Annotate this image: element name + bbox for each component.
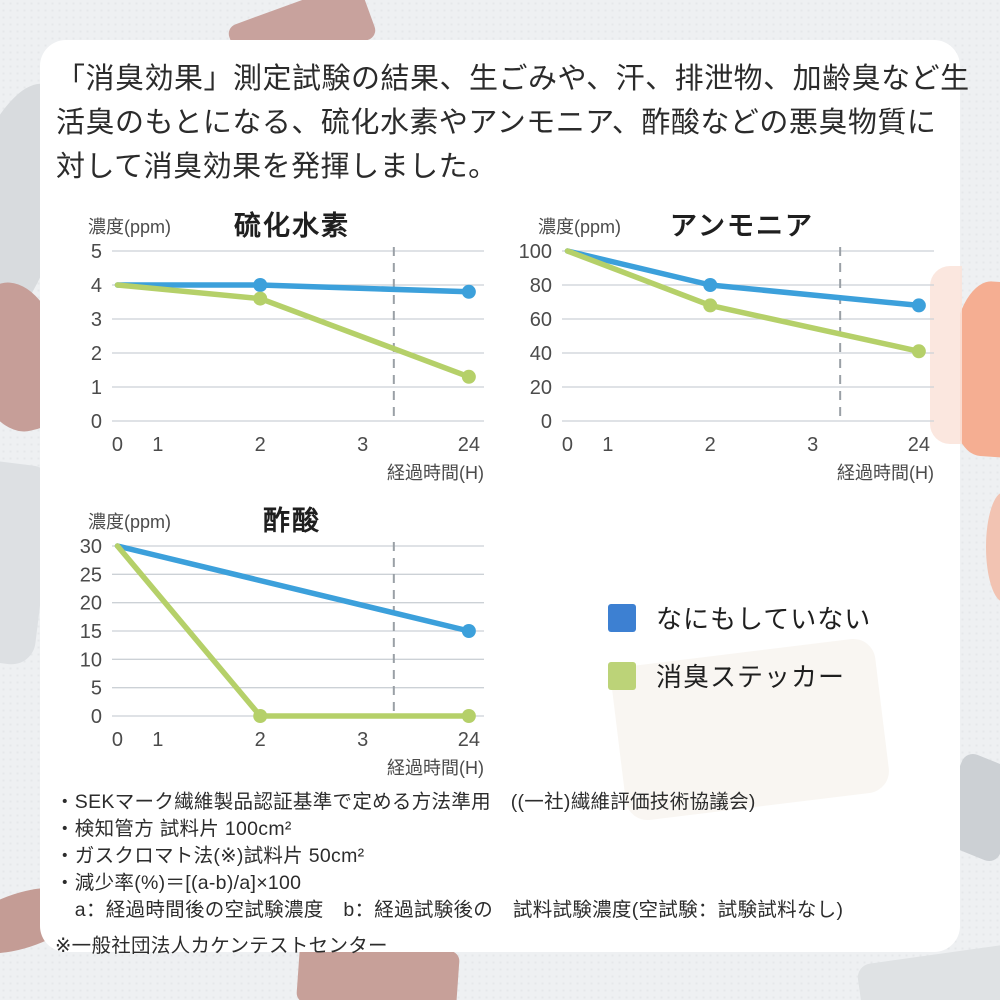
svg-text:20: 20 [530,377,552,399]
svg-text:24: 24 [458,434,480,456]
svg-text:1: 1 [91,377,102,399]
svg-text:30: 30 [80,536,102,558]
legend-item-deodorant-sticker: 消臭ステッカー [608,657,871,694]
footnote-source: ※一般社団法人カケンテストセンター [55,935,388,957]
svg-text:24: 24 [458,729,480,751]
headline-line-1: 「消臭効果」測定試験の結果、生ごみや、汗、排泄物、加齢臭など生 [56,63,970,95]
footnote-line-5: a：経過時間後の空試験濃度 b：経過試験後の 試料試験濃度(空試験：試験試料なし… [55,899,844,921]
legend-swatch-blue [608,603,636,632]
decor-pink-curve-right [986,492,1000,602]
legend: なにもしていない 消臭ステッカー [608,599,871,694]
svg-text:0: 0 [541,411,552,433]
svg-text:2: 2 [255,729,266,751]
svg-text:10: 10 [80,649,102,671]
svg-text:0: 0 [562,434,573,456]
svg-text:2: 2 [255,434,266,456]
svg-text:3: 3 [91,309,102,331]
svg-text:3: 3 [807,434,818,456]
svg-text:0: 0 [91,411,102,433]
svg-text:100: 100 [519,241,552,263]
svg-text:2: 2 [705,434,716,456]
chart-ammonia: 100 80 60 40 20 0 0 1 2 3 24 アンモニア 濃度(ppm) 経過時間(H) [510,195,940,485]
svg-text:25: 25 [80,564,102,586]
svg-text:1: 1 [602,434,613,456]
svg-text:5: 5 [91,241,102,263]
ammonia-chart-svg: 100 80 60 40 20 00 1 2 3 24 アンモニア 濃度(ppm) 経過時間(H) [519,211,934,483]
footnote-line-3: ・ガスクロマト法(※)試料片 50cm² [55,845,365,867]
svg-text:4: 4 [91,275,102,297]
svg-text:60: 60 [530,309,552,331]
svg-text:濃度(ppm): 濃度(ppm) [88,217,171,237]
svg-text:0: 0 [91,706,102,728]
svg-text:経過時間(H): 経過時間(H) [387,463,484,483]
footnote-line-1: ・SEKマーク繊維製品認証基準で定める方法準用 ((一社)繊維評価技術協議会) [55,791,756,813]
headline-line-2: 活臭のもとになる、硫化水素やアンモニア、酢酸などの悪臭物質に [56,107,937,139]
legend-label-untreated: なにもしていない [656,604,872,634]
svg-text:経過時間(H): 経過時間(H) [387,758,484,778]
chart-acetic-acid: 30 25 20 15 10 5 0 0 1 2 3 24 酢酸 濃度(ppm) 経過時間(H) [60,490,490,780]
legend-item-untreated: なにもしていない [608,599,871,636]
legend-swatch-green [608,661,636,690]
svg-text:濃度(ppm): 濃度(ppm) [538,217,621,237]
svg-text:アンモニア: アンモニア [670,211,814,241]
svg-text:酢酸: 酢酸 [263,506,321,536]
svg-text:40: 40 [530,343,552,365]
svg-text:1: 1 [152,729,163,751]
footnote-line-4: ・減少率(%)＝[(a-b)/a]×100 [55,872,302,894]
svg-text:1: 1 [152,434,163,456]
footnote-line-2: ・検知管方 試料片 100cm² [55,818,292,840]
decor-pale-pink-edge-right [930,266,962,444]
svg-text:5: 5 [91,678,102,700]
svg-text:20: 20 [80,593,102,615]
svg-text:0: 0 [112,434,123,456]
hydrogen-sulfide-chart-svg: 5 4 3 2 1 00 1 2 3 24 硫化水素 濃度(ppm) 経過時間(H) [88,210,484,483]
svg-text:80: 80 [530,275,552,297]
headline: 「消臭効果」測定試験の結果、生ごみや、汗、排泄物、加齢臭など生 活臭のもとになる… [56,57,970,189]
svg-text:2: 2 [91,343,102,365]
acetic-acid-chart-svg: 30 25 20 15 10 5 00 1 2 3 24 酢酸 濃度(ppm) 経過時間(H) [80,506,484,778]
svg-text:経過時間(H): 経過時間(H) [837,463,934,483]
svg-text:15: 15 [80,621,102,643]
svg-text:3: 3 [357,434,368,456]
legend-label-deodorant-sticker: 消臭ステッカー [656,662,846,692]
svg-text:24: 24 [908,434,930,456]
headline-line-3: 対して消臭効果を発揮しました。 [56,151,498,183]
svg-text:硫化水素: 硫化水素 [234,210,350,241]
svg-text:0: 0 [112,729,123,751]
chart-hydrogen-sulfide: 5 4 3 2 1 0 0 1 2 3 24 硫化水素 濃度(ppm) 経過時間(H) [60,195,490,485]
footnotes: ・SEKマーク繊維製品認証基準で定める方法準用 ((一社)繊維評価技術協議会) … [55,789,843,960]
svg-text:濃度(ppm): 濃度(ppm) [88,512,171,532]
svg-text:3: 3 [357,729,368,751]
